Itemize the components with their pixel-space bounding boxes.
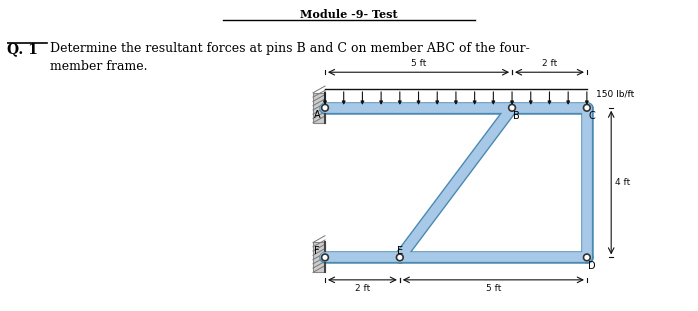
Circle shape [322, 104, 328, 111]
Text: 4 ft: 4 ft [615, 178, 630, 187]
Circle shape [584, 104, 591, 111]
Text: A: A [314, 110, 321, 120]
Circle shape [396, 254, 403, 261]
Text: 2 ft: 2 ft [355, 284, 370, 293]
Text: 150 lb/ft: 150 lb/ft [596, 89, 634, 98]
Bar [313, 243, 325, 272]
Text: B: B [513, 111, 520, 121]
Circle shape [584, 254, 591, 261]
Text: 5 ft: 5 ft [486, 284, 501, 293]
Circle shape [322, 254, 328, 261]
Text: Module -9- Test: Module -9- Test [300, 9, 398, 20]
Text: F: F [314, 246, 320, 256]
Text: Q. 1: Q. 1 [7, 42, 38, 56]
Text: Determine the resultant forces at pins B and C on member ABC of the four-
member: Determine the resultant forces at pins B… [50, 42, 529, 73]
Text: C: C [588, 111, 595, 121]
Circle shape [509, 104, 515, 111]
Text: D: D [588, 261, 596, 271]
Text: E: E [396, 246, 403, 256]
Text: 5 ft: 5 ft [411, 59, 426, 68]
Bar [313, 93, 325, 123]
Text: 2 ft: 2 ft [542, 59, 557, 68]
